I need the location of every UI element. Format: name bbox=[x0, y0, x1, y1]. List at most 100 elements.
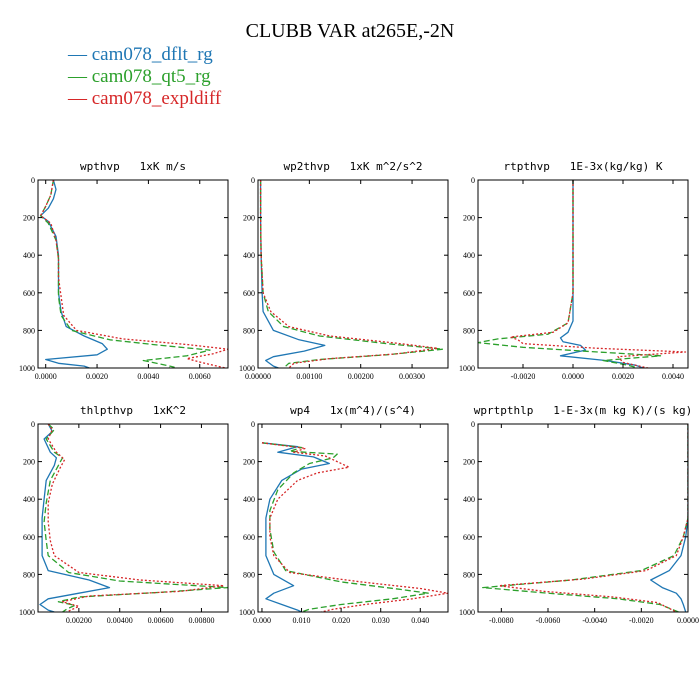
y-tick-label: 600 bbox=[243, 289, 255, 298]
x-tick-label: 0.0040 bbox=[662, 372, 684, 381]
legend: — cam078_dflt_rg — cam078_qt5_rg — cam07… bbox=[68, 44, 221, 110]
series-line-expl bbox=[47, 424, 225, 612]
y-tick-label: 400 bbox=[243, 495, 255, 504]
legend-item-qt5: — cam078_qt5_rg bbox=[68, 66, 221, 88]
legend-label: cam078_qt5_rg bbox=[91, 66, 211, 87]
y-tick-label: 600 bbox=[23, 533, 35, 542]
panel-title: wpthvp 1xK m/s bbox=[80, 160, 186, 173]
x-tick-label: 0.020 bbox=[332, 616, 350, 625]
series-group bbox=[39, 424, 228, 612]
x-tick-label: 0.0000 bbox=[677, 616, 699, 625]
x-tick-label: -0.0020 bbox=[629, 616, 654, 625]
y-tick-label: 1000 bbox=[19, 364, 35, 373]
x-tick-label: -0.0080 bbox=[489, 616, 514, 625]
series-line-expl bbox=[261, 442, 448, 612]
y-tick-label: 1000 bbox=[239, 608, 255, 617]
y-tick-label: 800 bbox=[463, 570, 475, 579]
series-line-expl bbox=[498, 424, 688, 612]
y-tick-label: 400 bbox=[23, 251, 35, 260]
plot-frame bbox=[477, 179, 689, 369]
legend-line-icon: — bbox=[68, 88, 87, 109]
y-tick-label: 200 bbox=[243, 458, 255, 467]
series-line-dflt bbox=[259, 180, 326, 368]
x-tick-label: 0.00000 bbox=[245, 372, 271, 381]
series-line-dflt bbox=[39, 424, 111, 612]
y-tick-label: 0 bbox=[471, 420, 475, 429]
y-tick-label: 0 bbox=[471, 176, 475, 185]
x-tick-label: 0.0040 bbox=[137, 372, 159, 381]
series-line-qt5 bbox=[261, 442, 429, 612]
x-tick-label: 0.0060 bbox=[189, 372, 211, 381]
plot-frame bbox=[477, 423, 689, 613]
x-tick-label: -0.0060 bbox=[536, 616, 561, 625]
panel-title: rtpthvp 1E-3x(kg/kg) K bbox=[504, 160, 663, 173]
y-tick-label: 200 bbox=[463, 214, 475, 223]
x-tick-label: 0.030 bbox=[372, 616, 390, 625]
y-tick-label: 400 bbox=[23, 495, 35, 504]
x-tick-label: 0.00300 bbox=[399, 372, 425, 381]
plot-frame bbox=[37, 179, 229, 369]
x-tick-label: 0.040 bbox=[411, 616, 429, 625]
x-tick-label: -0.0040 bbox=[582, 616, 607, 625]
plot-frame bbox=[257, 423, 449, 613]
x-tick-label: 0.00600 bbox=[148, 616, 174, 625]
x-tick-label: 0.00200 bbox=[66, 616, 92, 625]
x-tick-label: 0.0020 bbox=[86, 372, 108, 381]
legend-item-expl: — cam078_expldiff bbox=[68, 88, 221, 110]
panel-4: thlpthvp 1xK^2 0 200 400 600 800 1000 0.00200 0.… bbox=[19, 404, 229, 625]
x-tick-label: 0.00100 bbox=[296, 372, 322, 381]
x-tick-label: 0.0000 bbox=[562, 372, 584, 381]
y-tick-label: 600 bbox=[463, 289, 475, 298]
series-line-dflt bbox=[261, 442, 330, 612]
y-tick-label: 200 bbox=[23, 458, 35, 467]
series-group bbox=[39, 180, 228, 368]
y-tick-label: 800 bbox=[23, 326, 35, 335]
x-tick-label: 0.0020 bbox=[612, 372, 634, 381]
y-tick-label: 1000 bbox=[19, 608, 35, 617]
panel-6: wprtpthlp 1-E-3x(m kg K)/(s kg) 0 200 400 60… bbox=[459, 404, 699, 625]
x-tick-label: 0.00200 bbox=[348, 372, 374, 381]
x-tick-label: -0.0020 bbox=[511, 372, 536, 381]
x-tick-label: 0.00400 bbox=[107, 616, 133, 625]
plot-frame bbox=[37, 423, 229, 613]
y-tick-label: 1000 bbox=[459, 364, 475, 373]
series-line-qt5 bbox=[43, 424, 228, 612]
x-tick-label: 0.0000 bbox=[35, 372, 57, 381]
y-tick-label: 200 bbox=[243, 214, 255, 223]
panel-title: wp2thvp 1xK m^2/s^2 bbox=[283, 160, 422, 173]
y-tick-label: 600 bbox=[23, 289, 35, 298]
y-tick-label: 600 bbox=[463, 533, 475, 542]
panel-title: thlpthvp 1xK^2 bbox=[80, 404, 186, 417]
series-group bbox=[259, 180, 444, 368]
y-tick-label: 0 bbox=[31, 176, 35, 185]
legend-line-icon: — bbox=[68, 66, 87, 87]
x-tick-label: 0.010 bbox=[293, 616, 311, 625]
series-group bbox=[478, 180, 687, 368]
legend-line-icon: — bbox=[68, 44, 87, 65]
panel-title: wp4 1x(m^4)/(s^4) bbox=[290, 404, 416, 417]
series-group bbox=[261, 442, 448, 612]
series-line-expl bbox=[39, 180, 228, 368]
y-tick-label: 800 bbox=[243, 570, 255, 579]
series-group bbox=[482, 424, 688, 612]
series-line-qt5 bbox=[39, 180, 211, 368]
series-line-qt5 bbox=[482, 424, 688, 612]
figure-title: CLUBB VAR at265E,-2N bbox=[245, 20, 455, 42]
y-tick-label: 600 bbox=[243, 533, 255, 542]
legend-label: cam078_dflt_rg bbox=[91, 44, 213, 65]
legend-item-dflt: — cam078_dflt_rg bbox=[68, 44, 221, 66]
panel-2: wp2thvp 1xK m^2/s^2020040060080010000.00… bbox=[239, 160, 449, 381]
x-tick-label: 0.00800 bbox=[188, 616, 214, 625]
y-tick-label: 800 bbox=[463, 326, 475, 335]
y-tick-label: 0 bbox=[251, 176, 255, 185]
legend-label: cam078_expldiff bbox=[91, 88, 222, 109]
panel-3: rtpthvp 1E-3x(kg/kg) K 0 200 400 600 800 1000 -… bbox=[459, 160, 689, 381]
y-tick-label: 0 bbox=[251, 420, 255, 429]
y-tick-label: 200 bbox=[23, 214, 35, 223]
y-tick-label: 1000 bbox=[459, 608, 475, 617]
y-tick-label: 400 bbox=[463, 495, 475, 504]
y-tick-label: 400 bbox=[243, 251, 255, 260]
plot-frame bbox=[257, 179, 449, 369]
